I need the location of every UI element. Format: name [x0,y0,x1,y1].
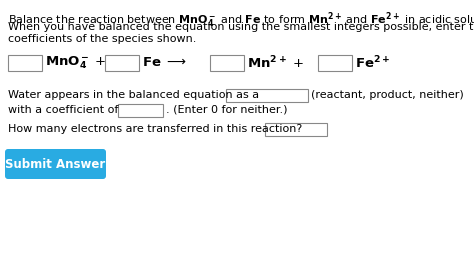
Text: $\mathbf{Fe^{2+}}$: $\mathbf{Fe^{2+}}$ [355,55,390,71]
Bar [265,123,327,136]
Text: $\mathbf{Fe}$ $\longrightarrow$: $\mathbf{Fe}$ $\longrightarrow$ [142,57,187,69]
Text: $\mathbf{MnO_4^-}$ +: $\mathbf{MnO_4^-}$ + [45,55,107,71]
Text: Water appears in the balanced equation as a: Water appears in the balanced equation a… [8,90,259,100]
Text: with a coefficient of: with a coefficient of [8,105,118,115]
Bar [318,55,352,71]
Text: (reactant, product, neither): (reactant, product, neither) [311,90,464,100]
Bar [8,55,42,71]
Bar [210,55,244,71]
Bar [226,89,308,102]
Text: . (Enter 0 for neither.): . (Enter 0 for neither.) [166,105,288,115]
Text: How many electrons are transferred in this reaction?: How many electrons are transferred in th… [8,124,302,134]
Text: When you have balanced the equation using the smallest integers possible, enter : When you have balanced the equation usin… [8,22,474,32]
Bar [105,55,139,71]
Text: Submit Answer: Submit Answer [5,157,106,170]
Bar [118,104,163,117]
Text: coefficients of the species shown.: coefficients of the species shown. [8,34,196,44]
Text: $\mathbf{Mn^{2+}}$ +: $\mathbf{Mn^{2+}}$ + [247,55,304,71]
FancyBboxPatch shape [5,149,106,179]
Text: Balance the reaction between $\mathbf{MnO_4^-}$ and $\mathbf{Fe}$ to form $\math: Balance the reaction between $\mathbf{Mn… [8,10,474,30]
